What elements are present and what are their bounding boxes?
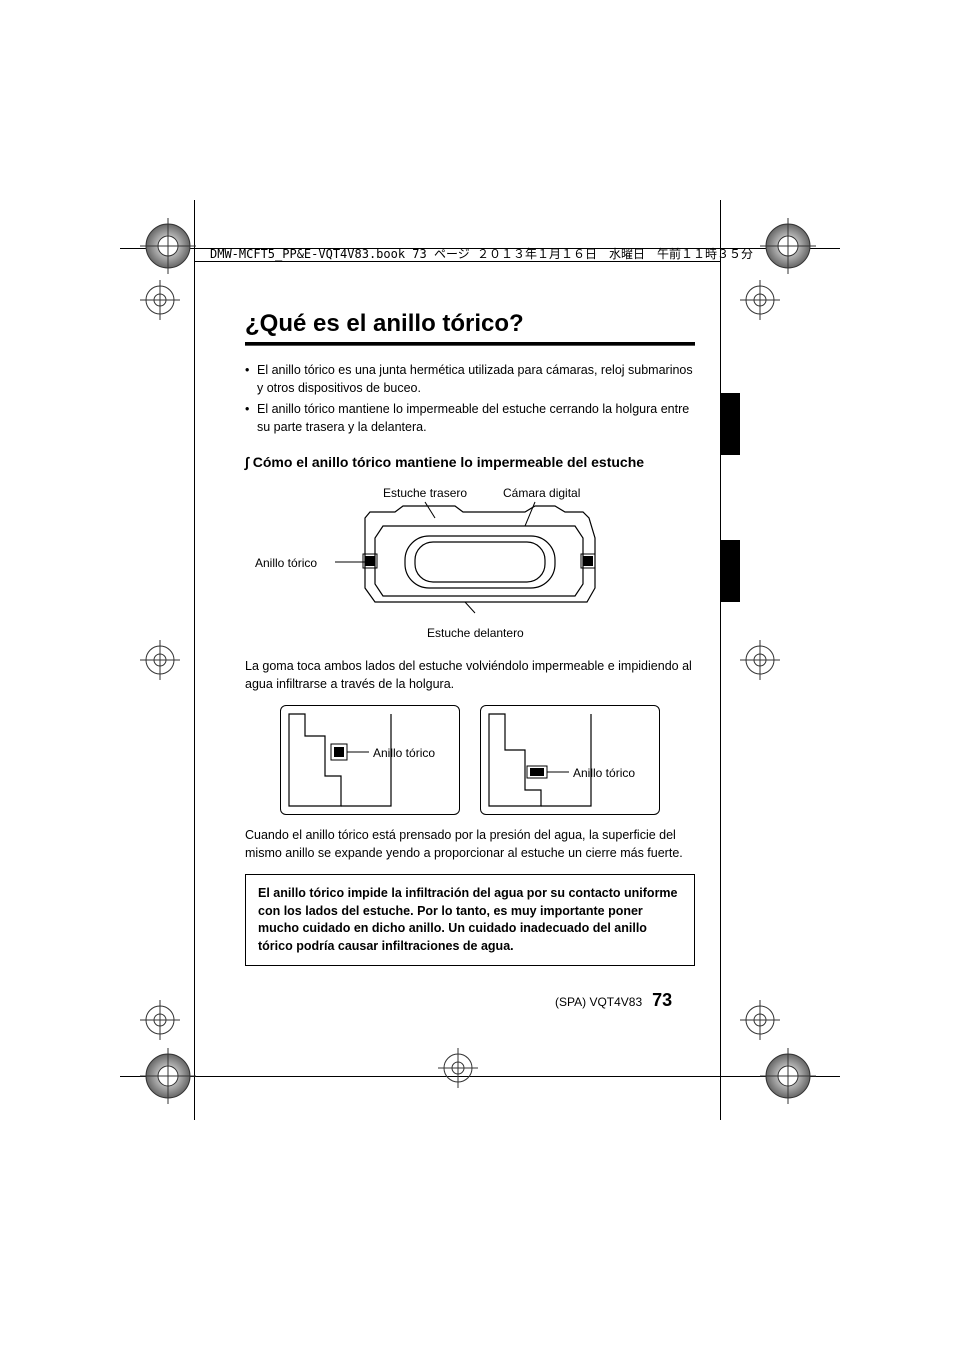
label-oring-right: Anillo tórico [573,766,635,780]
black-tab-1 [720,393,740,455]
label-oring: Anillo tórico [255,556,317,570]
side-mark-4 [740,640,780,680]
side-mark-5 [140,1000,180,1040]
detail-box-right: Anillo tórico [480,705,660,815]
warning-box: El anillo tórico impide la infiltración … [245,874,695,966]
side-mark-2 [740,280,780,320]
detail-box-left: Anillo tórico [280,705,460,815]
side-mark-6 [740,1000,780,1040]
crop-line-bottom [120,1076,840,1077]
dual-diagram: Anillo tórico Anillo tórico [245,705,695,815]
para-2: Cuando el anillo tórico está prensado po… [245,827,695,862]
footer: (SPA) VQT4V83 73 [555,990,672,1011]
page-number: 73 [652,990,672,1010]
detail-svg-left [281,706,461,816]
diagram-main: Estuche trasero Cámara digital Anillo tó… [245,486,695,646]
para-1: La goma toca ambos lados del estuche vol… [245,658,695,693]
crop-line-right [720,200,721,1120]
bullet-list: El anillo tórico es una junta hermética … [245,362,695,436]
footer-ref: (SPA) VQT4V83 [555,995,642,1009]
bullet-2: El anillo tórico mantiene lo impermeable… [245,401,695,436]
reg-mark-tl [140,218,196,274]
bullet-1: El anillo tórico es una junta hermética … [245,362,695,397]
label-oring-left: Anillo tórico [373,746,435,760]
side-mark-1 [140,280,180,320]
crop-line-left [194,200,195,1120]
reg-mark-br [760,1048,816,1104]
page-title: ¿Qué es el anillo tórico? [245,310,695,338]
reg-mark-bl [140,1048,196,1104]
header-filename: DMW-MCFT5_PP&E-VQT4V83.book 73 ページ ２０１３年… [210,245,753,262]
detail-svg-right [481,706,661,816]
section-heading: ∫ Cómo el anillo tórico mantiene lo impe… [245,454,695,470]
case-diagram-svg [335,498,615,628]
title-underline [245,342,695,346]
label-front-case: Estuche delantero [427,626,524,640]
reg-mark-tr [760,218,816,274]
black-tab-2 [720,540,740,602]
page-content: ¿Qué es el anillo tórico? El anillo tóri… [245,310,695,966]
side-mark-3 [140,640,180,680]
bottom-mark-center [438,1048,478,1088]
